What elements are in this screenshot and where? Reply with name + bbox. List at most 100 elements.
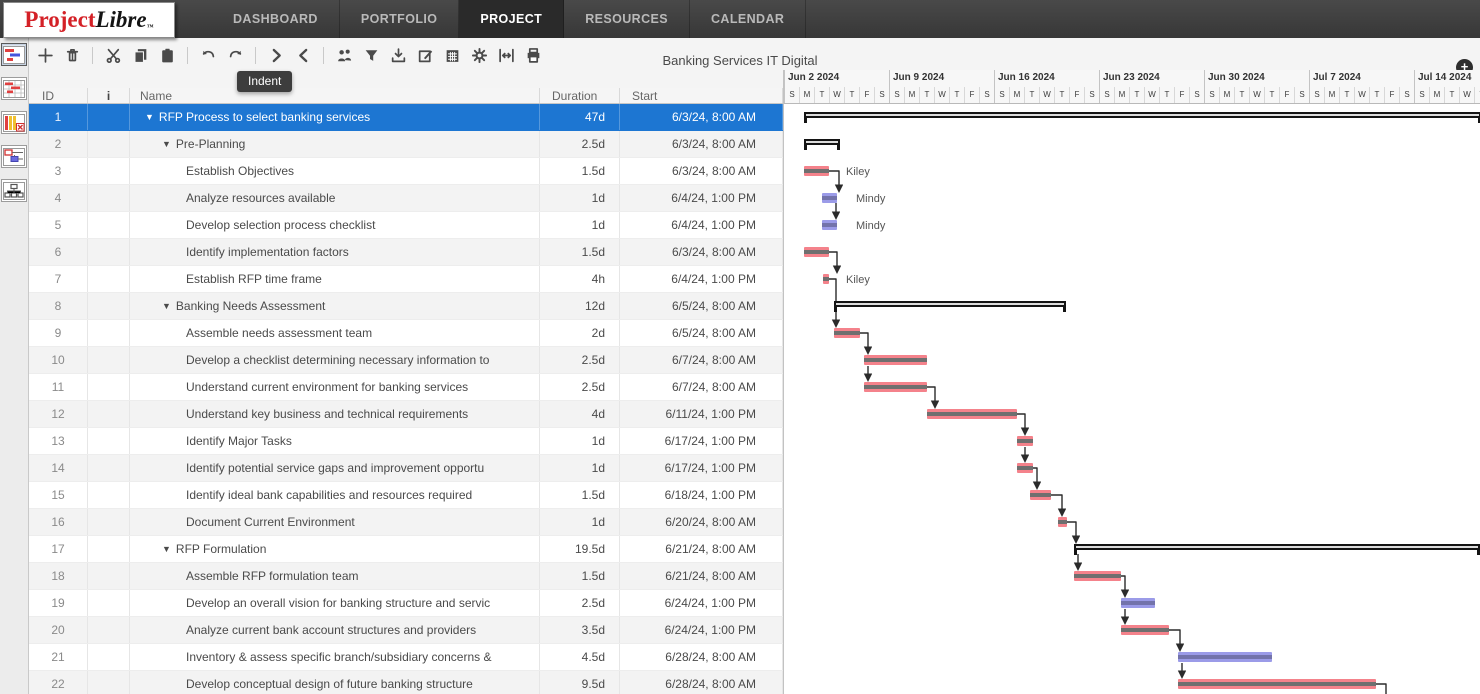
table-row[interactable]: 16 Document Current Environment 1d 6/20/24,… <box>29 509 783 536</box>
timeline-day-label: M <box>1429 87 1444 103</box>
tracking-gantt-view-icon[interactable] <box>1 77 27 100</box>
task-bar[interactable] <box>1074 571 1121 581</box>
task-bar[interactable] <box>804 247 829 257</box>
task-id: 8 <box>29 293 88 319</box>
task-bar[interactable] <box>1121 598 1155 608</box>
task-bar[interactable] <box>864 355 927 365</box>
collapse-caret-icon[interactable]: ▼ <box>162 139 171 149</box>
tab-dashboard[interactable]: DASHBOARD <box>212 0 340 38</box>
calendar-icon[interactable] <box>443 46 461 64</box>
collapse-caret-icon[interactable]: ▼ <box>162 301 171 311</box>
table-row[interactable]: 15 Identify ideal bank capabilities and r… <box>29 482 783 509</box>
paste-icon[interactable] <box>158 46 176 64</box>
redo-icon[interactable] <box>226 46 244 64</box>
table-row[interactable]: 18 Assemble RFP formulation team 1.5d 6/21/… <box>29 563 783 590</box>
summary-bar[interactable] <box>804 112 1480 123</box>
edit-icon[interactable] <box>416 46 434 64</box>
table-row[interactable]: 9 Assemble needs assessment team 2d 6/5/24,… <box>29 320 783 347</box>
logo-text-libre: Libre <box>95 7 147 32</box>
collapse-caret-icon[interactable]: ▼ <box>162 544 171 554</box>
task-bar[interactable] <box>1058 517 1067 527</box>
timeline-day-label: T <box>1444 87 1459 103</box>
task-bar[interactable] <box>822 220 837 230</box>
task-bar[interactable] <box>834 328 860 338</box>
tab-calendar[interactable]: CALENDAR <box>690 0 807 38</box>
indent-icon[interactable] <box>267 46 285 64</box>
task-bar[interactable] <box>1030 490 1051 500</box>
task-bar[interactable] <box>804 166 829 176</box>
table-row[interactable]: 10 Develop a checklist determining necess… <box>29 347 783 374</box>
task-usage-view-icon[interactable] <box>1 111 27 134</box>
table-row[interactable]: 8 ▼ Banking Needs Assessment 12d 6/5/24, 8:0… <box>29 293 783 320</box>
timeline-day-label: M <box>904 87 919 103</box>
column-header-start[interactable]: Start <box>620 88 783 103</box>
table-row[interactable]: 6 Identify implementation factors 1.5d 6/3/… <box>29 239 783 266</box>
task-id: 13 <box>29 428 88 454</box>
plus-icon[interactable] <box>36 46 54 64</box>
column-header-i[interactable]: i <box>88 88 130 103</box>
collapse-caret-icon[interactable]: ▼ <box>145 112 154 122</box>
task-id: 14 <box>29 455 88 481</box>
tab-resources[interactable]: RESOURCES <box>564 0 690 38</box>
table-row[interactable]: 7 Establish RFP time frame 4h 6/4/24, 1:00 … <box>29 266 783 293</box>
wbs-view-icon[interactable] <box>1 179 27 202</box>
copy-icon[interactable] <box>131 46 149 64</box>
cut-icon[interactable] <box>104 46 122 64</box>
summary-bar[interactable] <box>834 301 1066 312</box>
table-row[interactable]: 19 Develop an overall vision for banking … <box>29 590 783 617</box>
table-row[interactable]: 13 Identify Major Tasks 1d 6/17/24, 1:00 PM <box>29 428 783 455</box>
table-row[interactable]: 20 Analyze current bank account structure… <box>29 617 783 644</box>
settings-icon[interactable] <box>470 46 488 64</box>
task-id: 16 <box>29 509 88 535</box>
timeline-day-label: T <box>1339 87 1354 103</box>
table-row[interactable]: 21 Inventory & assess specific branch/sub… <box>29 644 783 671</box>
table-row[interactable]: 3 Establish Objectives 1.5d 6/3/24, 8:00 AM <box>29 158 783 185</box>
summary-bar[interactable] <box>804 139 840 150</box>
task-bar[interactable] <box>1178 652 1272 662</box>
resources-icon[interactable] <box>335 46 353 64</box>
task-duration: 1.5d <box>540 482 620 508</box>
timeline-day-label: T <box>1129 87 1144 103</box>
timeline-day-label: T <box>1369 87 1384 103</box>
undo-icon[interactable] <box>199 46 217 64</box>
tab-project[interactable]: PROJECT <box>459 0 565 38</box>
table-row[interactable]: 1 ▼ RFP Process to select banking services… <box>29 104 783 131</box>
task-bar[interactable] <box>1178 679 1376 689</box>
task-bar[interactable] <box>1017 436 1033 446</box>
task-bar[interactable] <box>823 274 829 284</box>
timeline-week-label: Jun 30 2024 <box>1204 70 1309 87</box>
column-header-name[interactable]: Name <box>130 88 540 103</box>
task-bar[interactable] <box>927 409 1017 419</box>
filter-icon[interactable] <box>362 46 380 64</box>
table-row[interactable]: 4 Analyze resources available 1d 6/4/24, 1:… <box>29 185 783 212</box>
trash-icon[interactable] <box>63 46 81 64</box>
network-view-icon[interactable] <box>1 145 27 168</box>
save-icon[interactable] <box>389 46 407 64</box>
task-bar[interactable] <box>864 382 927 392</box>
table-row[interactable]: 14 Identify potential service gaps and im… <box>29 455 783 482</box>
task-name: Establish Objectives <box>130 158 540 184</box>
col-resize-icon[interactable] <box>497 46 515 64</box>
timeline-day-label: T <box>1234 87 1249 103</box>
resource-label: Kiley <box>846 274 870 286</box>
task-bar[interactable] <box>1121 625 1169 635</box>
table-row[interactable]: 11 Understand current environment for ban… <box>29 374 783 401</box>
task-bar[interactable] <box>1017 463 1033 473</box>
table-row[interactable]: 5 Develop selection process checklist 1d 6/… <box>29 212 783 239</box>
tab-portfolio[interactable]: PORTFOLIO <box>340 0 460 38</box>
table-row[interactable]: 17 ▼ RFP Formulation 19.5d 6/21/24, 8:00 AM <box>29 536 783 563</box>
task-bar[interactable] <box>822 193 837 203</box>
table-row[interactable]: 12 Understand key business and technical … <box>29 401 783 428</box>
print-icon[interactable] <box>524 46 542 64</box>
outdent-icon[interactable] <box>294 46 312 64</box>
summary-bar[interactable] <box>1074 544 1480 555</box>
task-info-cell <box>88 455 130 481</box>
table-row[interactable]: 2 ▼ Pre-Planning 2.5d 6/3/24, 8:00 AM <box>29 131 783 158</box>
task-info-cell <box>88 617 130 643</box>
column-header-id[interactable]: ID <box>29 88 88 103</box>
column-header-duration[interactable]: Duration <box>540 88 620 103</box>
gantt-view-icon[interactable] <box>1 43 27 66</box>
table-row[interactable]: 22 Develop conceptual design of future ba… <box>29 671 783 694</box>
task-info-cell <box>88 320 130 346</box>
task-start: 6/7/24, 8:00 AM <box>620 374 783 400</box>
